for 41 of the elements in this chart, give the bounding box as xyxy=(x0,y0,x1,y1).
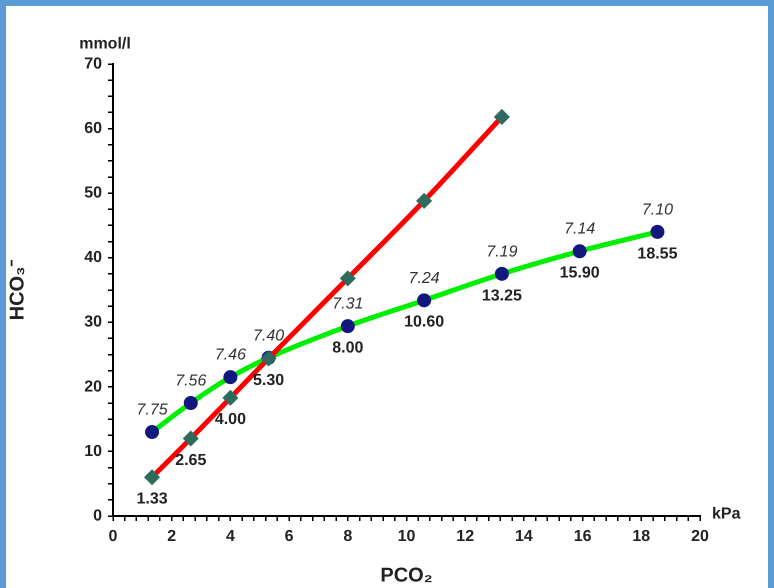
annotation: 18.55 xyxy=(637,245,678,262)
annotation: 8.00 xyxy=(332,340,364,357)
annotation: 7.19 xyxy=(486,243,518,260)
y-tick-label: 20 xyxy=(84,378,102,396)
x-tick-label: 0 xyxy=(108,528,118,546)
annotation: 7.46 xyxy=(214,346,246,364)
annotation: 5.30 xyxy=(252,372,284,389)
x-tick-label: 6 xyxy=(284,528,294,546)
annotation: 1.33 xyxy=(136,490,168,508)
annotation: 7.10 xyxy=(642,201,674,218)
y-tick-label: 40 xyxy=(84,249,102,266)
annotation: 7.14 xyxy=(564,220,596,238)
x-tick-label: 16 xyxy=(574,528,592,546)
text: kPa xyxy=(712,505,741,522)
y-tick-label: 30 xyxy=(84,314,102,331)
annotation: 4.00 xyxy=(214,411,246,428)
annotation: 7.24 xyxy=(408,270,440,287)
x-tick-label: 4 xyxy=(226,528,235,546)
annotation: 7.75 xyxy=(136,402,168,419)
x-tick-label: 10 xyxy=(398,528,416,546)
x-axis-title: PCO₂ xyxy=(380,564,433,587)
annotation: 2.65 xyxy=(175,452,206,469)
x-tick-label: 12 xyxy=(456,528,474,546)
y-tick-label: 0 xyxy=(93,507,102,524)
annotation: 15.90 xyxy=(560,264,600,282)
y-tick-label: 70 xyxy=(84,55,102,72)
annotation: 13.25 xyxy=(482,287,522,304)
y-tick-label: 60 xyxy=(84,120,102,137)
x-tick-label: 8 xyxy=(343,528,352,546)
x-tick-label: 14 xyxy=(515,528,533,546)
y-axis-title: HCO₃⁻ xyxy=(6,260,29,320)
y-tick-label: 50 xyxy=(84,184,102,202)
x-tick-label: 2 xyxy=(167,528,176,546)
annotation: 7.31 xyxy=(332,296,364,313)
x-tick-label: 18 xyxy=(632,528,650,546)
annotation: 10.60 xyxy=(404,314,444,331)
annotation: 7.40 xyxy=(252,327,284,344)
y-tick-label: 10 xyxy=(84,442,102,460)
x-tick-label: 20 xyxy=(691,528,709,546)
text: mmol/l xyxy=(79,35,131,52)
annotation: 7.56 xyxy=(175,372,206,390)
